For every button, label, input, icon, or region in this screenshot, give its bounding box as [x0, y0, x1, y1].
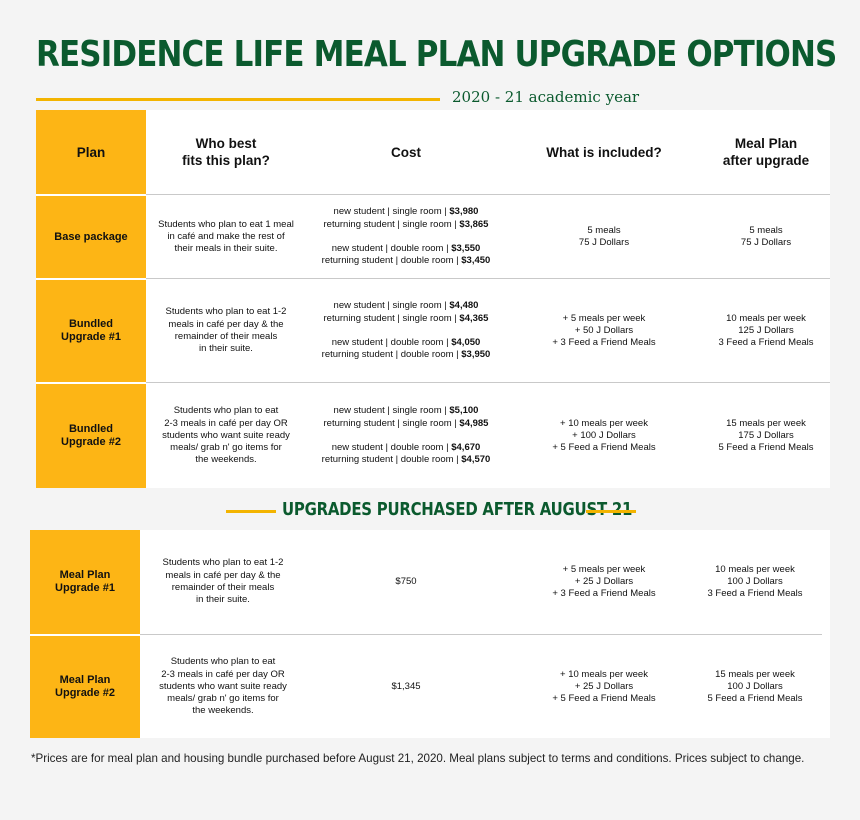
section-title: UPGRADES PURCHASED AFTER AUGUST 21 [282, 499, 633, 520]
cost-line: returning student | single room | $3,865 [323, 218, 489, 230]
header-who: Who best fits this plan? [182, 136, 270, 168]
who-cell: Students who plan to eat 2-3 meals in ca… [162, 405, 290, 466]
cost-line: new student | double room | $4,670 [331, 442, 481, 453]
cost-cell: new student | single room | $4,480 retur… [306, 280, 506, 382]
included-cell: + 10 meals per week + 100 J Dollars + 5 … [552, 417, 656, 454]
cost-cell: $750 [395, 575, 417, 587]
row-divider [140, 634, 822, 635]
section-heading: UPGRADES PURCHASED AFTER AUGUST 21 [226, 499, 638, 523]
cost-line: returning student | double room | $3,450 [321, 255, 491, 267]
cost-line: new student | double room | $3,550 [331, 243, 481, 254]
cost-cell: new student | single room | $5,100 retur… [306, 384, 506, 488]
cost-line: new student | double room | $4,050 [331, 337, 481, 348]
included-cell: + 5 meals per week + 50 J Dollars + 3 Fe… [552, 312, 656, 349]
footnote: *Prices are for meal plan and housing bu… [31, 752, 805, 765]
upgrade-table: Meal Plan Upgrade #1 Students who plan t… [30, 530, 830, 738]
included-cell: 5 meals 75 J Dollars [578, 224, 630, 248]
divider-line [36, 98, 440, 101]
after-cell: 5 meals 75 J Dollars [740, 224, 792, 248]
cost-line: returning student | double room | $3,950 [321, 349, 491, 361]
after-cell: 15 meals per week 175 J Dollars 5 Feed a… [718, 417, 814, 454]
cost-cell: $1,345 [391, 680, 421, 692]
divider-line [586, 510, 636, 513]
row-divider [146, 382, 830, 383]
cost-line: returning student | double room | $4,570 [321, 454, 491, 466]
plan-meal-plan-upgrade-1: Meal Plan Upgrade #1 [30, 530, 140, 634]
divider-line [226, 510, 276, 513]
header-included: What is included? [546, 144, 662, 160]
bundle-table: Plan Who best fits this plan? Cost What … [36, 110, 830, 488]
header-cost: Cost [391, 144, 421, 160]
who-cell: Students who plan to eat 1 meal in café … [158, 218, 294, 255]
cost-cell: new student | single room | $3,980 retur… [306, 196, 506, 278]
after-cell: 10 meals per week 100 J Dollars 3 Feed a… [707, 563, 803, 600]
header-after: Meal Plan after upgrade [722, 136, 810, 168]
subtitle-row: 2020 - 21 academic year [36, 88, 639, 108]
plan-bundled-upgrade-2: Bundled Upgrade #2 [36, 384, 146, 488]
who-cell: Students who plan to eat 2-3 meals in ca… [159, 656, 287, 717]
who-cell: Students who plan to eat 1-2 meals in ca… [165, 306, 287, 355]
cost-line: new student | single room | $5,100 [333, 405, 479, 417]
cost-line: returning student | single room | $4,365 [323, 312, 489, 324]
row-divider [146, 194, 830, 195]
after-cell: 15 meals per week 100 J Dollars 5 Feed a… [707, 668, 803, 705]
cost-line: returning student | single room | $4,985 [323, 417, 489, 429]
who-cell: Students who plan to eat 1-2 meals in ca… [162, 557, 284, 606]
header-plan: Plan [36, 110, 146, 194]
cost-line: new student | single room | $4,480 [333, 300, 479, 312]
plan-base-package: Base package [36, 196, 146, 278]
after-cell: 10 meals per week 125 J Dollars 3 Feed a… [718, 312, 814, 349]
row-divider [146, 278, 830, 279]
page-title: RESIDENCE LIFE MEAL PLAN UPGRADE OPTIONS [36, 34, 837, 75]
plan-bundled-upgrade-1: Bundled Upgrade #1 [36, 280, 146, 382]
cost-line: new student | single room | $3,980 [333, 206, 479, 218]
included-cell: + 5 meals per week + 25 J Dollars + 3 Fe… [552, 563, 656, 600]
included-cell: + 10 meals per week + 25 J Dollars + 5 F… [552, 668, 656, 705]
plan-meal-plan-upgrade-2: Meal Plan Upgrade #2 [30, 636, 140, 738]
academic-year: 2020 - 21 academic year [452, 88, 640, 106]
